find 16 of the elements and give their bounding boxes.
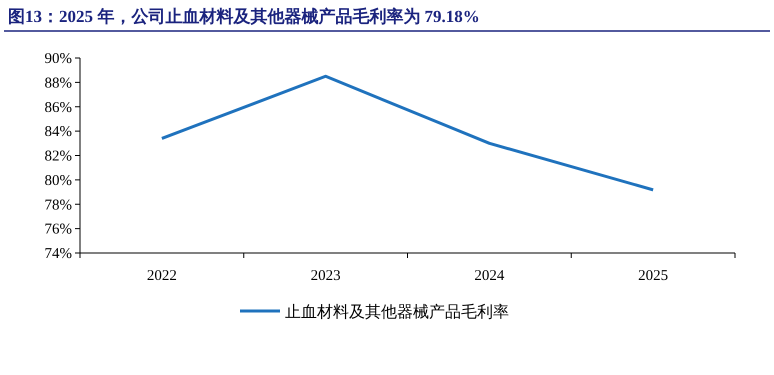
y-tick-label: 82% xyxy=(44,148,72,164)
y-tick-label: 90% xyxy=(44,51,72,67)
y-tick-label: 76% xyxy=(44,222,72,238)
y-tick-label: 78% xyxy=(44,197,72,214)
legend-label: 止血材料及其他器械产品毛利率 xyxy=(285,303,509,321)
x-tick-label: 2024 xyxy=(474,268,505,284)
x-tick-label: 2023 xyxy=(310,268,341,284)
line-series xyxy=(160,74,655,192)
x-tick-label: 2022 xyxy=(146,268,177,284)
y-tick-label: 80% xyxy=(44,172,72,189)
y-tick-label: 84% xyxy=(44,124,72,140)
chart-title: 图13：2025 年，公司止血材料及其他器械产品毛利率为 79.18% xyxy=(8,7,480,26)
y-tick-label: 74% xyxy=(44,246,72,262)
x-tick-label: 2025 xyxy=(638,268,668,284)
y-tick-label: 86% xyxy=(44,100,72,116)
y-tick-label: 88% xyxy=(44,75,72,92)
